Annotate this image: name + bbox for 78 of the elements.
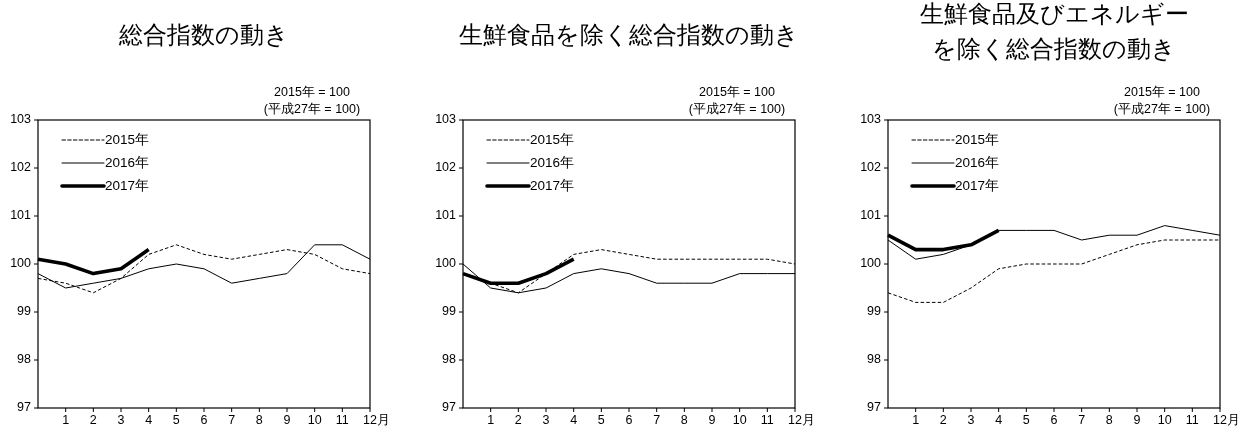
y-tick-label: 99 [867,304,882,319]
x-tick-label: 10 [732,413,747,428]
y-tick-label: 97 [17,400,32,415]
x-tick-label: 8 [680,413,688,428]
x-tick-label: 2 [939,413,947,428]
x-tick-label: 1 [62,413,70,428]
x-tick-label: 8 [255,413,263,428]
text: (平成27年 = 100) [263,102,361,117]
x-axis-title: 月 [377,413,390,428]
x-tick-label: 3 [117,413,125,428]
x-tick-label: 2 [514,413,522,428]
legend-label: 2016年 [955,154,1000,170]
text: 2015年 = 100 [699,85,775,100]
x-axis-title: 月 [802,413,815,428]
x-tick-label: 4 [995,413,1003,428]
x-tick-label: 12 [363,413,377,428]
chart-title: 生鮮食品及びエネルギーを除く総合指数の動き [919,0,1189,63]
x-tick-label: 3 [967,413,975,428]
x-tick-label: 1 [912,413,920,428]
x-tick-label: 9 [283,413,291,428]
x-tick-label: 7 [228,413,236,428]
y-tick-label: 98 [442,352,457,367]
x-tick-label: 1 [487,413,495,428]
y-tick-label: 98 [17,352,32,367]
y-tick-label: 98 [867,352,882,367]
text: 2015年 = 100 [1124,85,1200,100]
y-tick-label: 101 [10,208,32,223]
x-tick-label: 11 [335,413,349,428]
y-tick-label: 99 [442,304,457,319]
legend-label: 2016年 [530,154,575,170]
x-tick-label: 12 [1213,413,1227,428]
x-tick-label: 5 [1022,413,1030,428]
x-tick-label: 11 [760,413,774,428]
x-tick-label: 6 [200,413,208,428]
y-tick-label: 102 [860,160,882,175]
y-tick-label: 97 [442,400,457,415]
x-tick-label: 12 [788,413,802,428]
y-tick-label: 100 [10,256,32,271]
text: (平成27年 = 100) [1113,102,1211,117]
x-tick-label: 9 [708,413,716,428]
x-tick-label: 3 [542,413,550,428]
x-tick-label: 9 [1133,413,1141,428]
x-tick-label: 5 [597,413,605,428]
legend-label: 2015年 [105,131,150,147]
text: (平成27年 = 100) [688,102,786,117]
x-tick-label: 5 [172,413,180,428]
y-tick-label: 100 [860,256,882,271]
y-tick-label: 103 [860,112,882,127]
y-tick-label: 97 [867,400,882,415]
x-tick-label: 8 [1105,413,1113,428]
x-tick-label: 7 [1078,413,1086,428]
x-tick-label: 10 [307,413,322,428]
y-tick-label: 99 [17,304,32,319]
y-tick-label: 102 [10,160,32,175]
x-tick-label: 6 [1050,413,1058,428]
chart-title: 総合指数の動き [118,21,289,49]
x-tick-label: 6 [625,413,633,428]
y-tick-label: 101 [860,208,882,223]
x-axis-title: 月 [1227,413,1240,428]
legend-label: 2015年 [530,131,575,147]
x-tick-label: 11 [1185,413,1199,428]
legend-label: 2016年 [105,154,150,170]
y-tick-label: 101 [435,208,457,223]
y-tick-label: 100 [435,256,457,271]
y-tick-label: 103 [10,112,32,127]
text: 2015年 = 100 [274,85,350,100]
legend-label: 2015年 [955,131,1000,147]
x-tick-label: 7 [653,413,661,428]
x-tick-label: 4 [145,413,153,428]
y-tick-label: 103 [435,112,457,127]
legend-label: 2017年 [955,177,1000,193]
legend-label: 2017年 [530,177,575,193]
chart-title: 生鮮食品を除く総合指数の動き [459,21,799,49]
legend-label: 2017年 [105,177,150,193]
y-tick-label: 102 [435,160,457,175]
x-tick-label: 2 [89,413,97,428]
x-tick-label: 4 [570,413,578,428]
x-tick-label: 10 [1157,413,1172,428]
